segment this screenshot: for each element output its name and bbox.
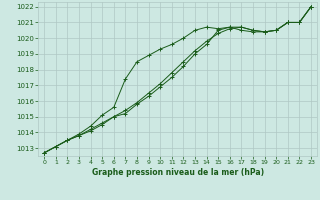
- X-axis label: Graphe pression niveau de la mer (hPa): Graphe pression niveau de la mer (hPa): [92, 168, 264, 177]
